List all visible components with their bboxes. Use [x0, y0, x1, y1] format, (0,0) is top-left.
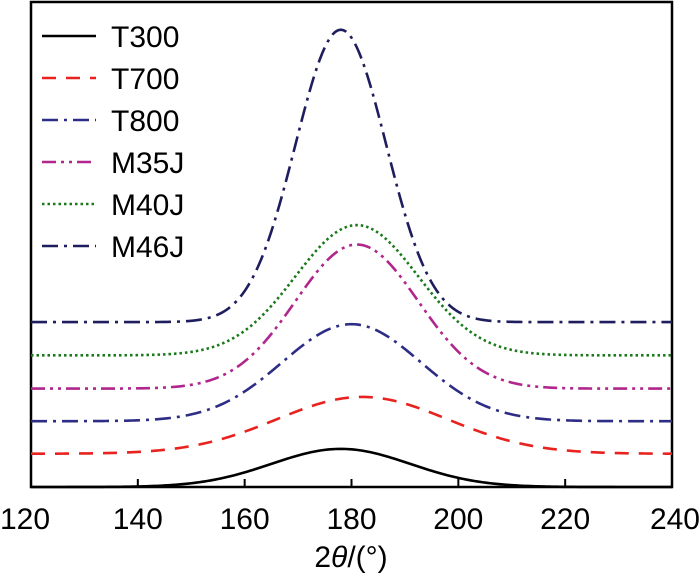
series-line-t700: [31, 395, 673, 456]
x-tick-label: 200: [433, 503, 483, 536]
series-line-m35j: [31, 243, 672, 390]
legend-label-m35j: M35J: [111, 147, 184, 180]
series-layer: [31, 28, 673, 489]
legend: T300 T700 T800 M35J M40J M46J: [42, 21, 184, 264]
x-tick-label: 120: [0, 503, 50, 536]
series-line-t800: [31, 322, 672, 423]
series-line-m46j: [31, 28, 672, 324]
legend-label-t300: T300: [111, 21, 179, 54]
series-line-m40j: [31, 223, 672, 357]
x-tick-label: 160: [220, 503, 270, 536]
x-axis-ticks: 120 140 160 180 200 220 240: [0, 479, 700, 536]
x-tick-label: 220: [540, 503, 590, 536]
x-tick-label: 240: [650, 503, 700, 536]
x-tick-label: 140: [113, 503, 163, 536]
legend-label-t700: T700: [111, 63, 179, 96]
series-line-t300: [31, 447, 672, 489]
legend-label-m46j: M46J: [111, 231, 184, 264]
legend-label-t800: T800: [111, 105, 179, 138]
legend-label-m40j: M40J: [111, 189, 184, 222]
x-tick-label: 180: [326, 503, 376, 536]
x-axis-title: 2θ/(°): [314, 541, 387, 574]
